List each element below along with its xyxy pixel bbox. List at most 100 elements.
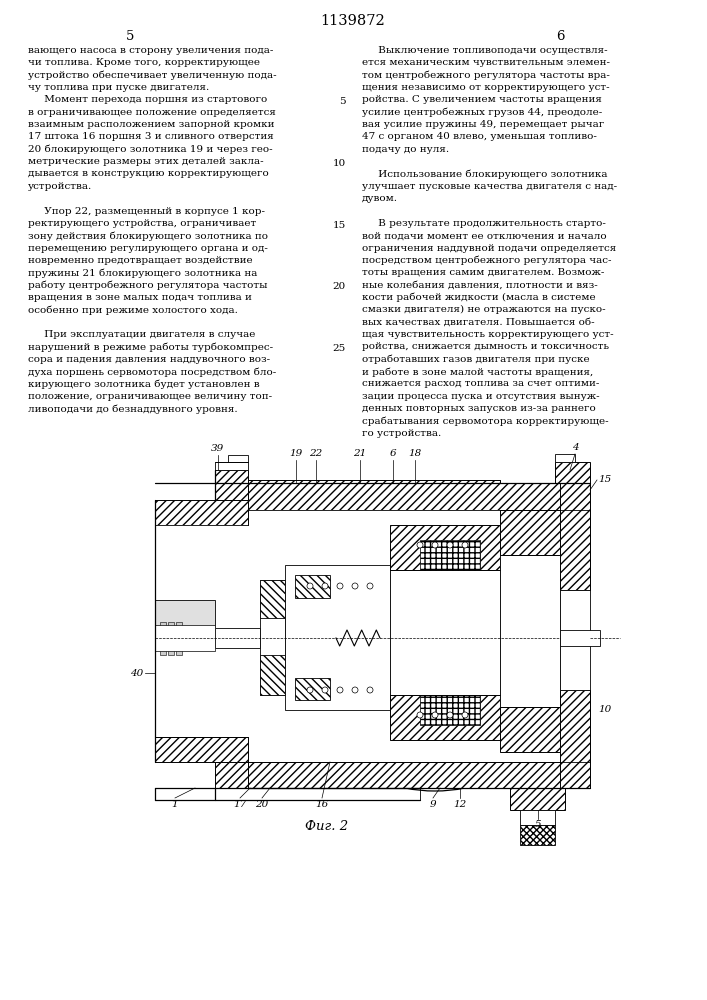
Text: духа поршень сервомотора посредством бло-: духа поршень сервомотора посредством бло… bbox=[28, 367, 276, 377]
Polygon shape bbox=[155, 525, 248, 737]
Polygon shape bbox=[248, 510, 590, 762]
Text: 22: 22 bbox=[310, 449, 322, 458]
Text: метрические размеры этих деталей закла-: метрические размеры этих деталей закла- bbox=[28, 157, 264, 166]
Polygon shape bbox=[390, 570, 500, 695]
Text: смазки двигателя) не отражаются на пуско-: смазки двигателя) не отражаются на пуско… bbox=[362, 305, 606, 314]
Text: Фиг. 2: Фиг. 2 bbox=[305, 820, 348, 833]
Circle shape bbox=[447, 542, 453, 548]
Text: снижается расход топлива за счет оптими-: снижается расход топлива за счет оптими- bbox=[362, 379, 600, 388]
Polygon shape bbox=[155, 737, 248, 762]
Text: Использование блокирующего золотника: Использование блокирующего золотника bbox=[362, 169, 607, 179]
Circle shape bbox=[432, 712, 438, 718]
Polygon shape bbox=[215, 628, 260, 648]
Text: устройство обеспечивает увеличенную пода-: устройство обеспечивает увеличенную пода… bbox=[28, 71, 276, 80]
Text: в ограничивающее положение определяется: в ограничивающее положение определяется bbox=[28, 108, 276, 117]
Text: зации процесса пуска и отсутствия вынуж-: зации процесса пуска и отсутствия вынуж- bbox=[362, 392, 600, 401]
Text: дувом.: дувом. bbox=[362, 194, 398, 203]
Text: В результате продолжительность старто-: В результате продолжительность старто- bbox=[362, 219, 606, 228]
Text: денных повторных запусков из-за раннего: денных повторных запусков из-за раннего bbox=[362, 404, 596, 413]
Polygon shape bbox=[155, 600, 215, 640]
Text: 21: 21 bbox=[354, 449, 367, 458]
Text: тоты вращения самим двигателем. Возмож-: тоты вращения самим двигателем. Возмож- bbox=[362, 268, 604, 277]
Text: 5: 5 bbox=[534, 820, 542, 829]
Polygon shape bbox=[510, 788, 565, 810]
Text: перемещению регулирующего органа и од-: перемещению регулирующего органа и од- bbox=[28, 244, 268, 253]
Text: 15: 15 bbox=[333, 221, 346, 230]
Text: ные колебания давления, плотности и вяз-: ные колебания давления, плотности и вяз- bbox=[362, 281, 597, 290]
Circle shape bbox=[322, 583, 328, 589]
Circle shape bbox=[417, 712, 423, 718]
Circle shape bbox=[462, 542, 468, 548]
Polygon shape bbox=[555, 454, 575, 462]
Text: 6: 6 bbox=[390, 449, 397, 458]
Polygon shape bbox=[248, 762, 590, 788]
Polygon shape bbox=[500, 707, 560, 752]
Circle shape bbox=[322, 687, 328, 693]
Text: положение, ограничивающее величину топ-: положение, ограничивающее величину топ- bbox=[28, 392, 272, 401]
Text: 10: 10 bbox=[333, 159, 346, 168]
Text: 25: 25 bbox=[333, 344, 346, 353]
Polygon shape bbox=[228, 455, 248, 462]
Text: пружины 21 блокирующего золотника на: пружины 21 блокирующего золотника на bbox=[28, 268, 257, 278]
Polygon shape bbox=[295, 678, 330, 700]
Text: улучшает пусковые качества двигателя с над-: улучшает пусковые качества двигателя с н… bbox=[362, 182, 617, 191]
Polygon shape bbox=[390, 525, 500, 570]
Text: срабатывания сервомотора корректирующе-: срабатывания сервомотора корректирующе- bbox=[362, 416, 609, 426]
Text: 20 блокирующего золотника 19 и через гео-: 20 блокирующего золотника 19 и через гео… bbox=[28, 145, 273, 154]
Text: 17 штока 16 поршня 3 и сливного отверстия: 17 штока 16 поршня 3 и сливного отверсти… bbox=[28, 132, 274, 141]
Text: 47 с органом 40 влево, уменьшая топливо-: 47 с органом 40 влево, уменьшая топливо- bbox=[362, 132, 597, 141]
Text: 10: 10 bbox=[598, 706, 612, 714]
Text: особенно при режиме холостого хода.: особенно при режиме холостого хода. bbox=[28, 305, 238, 315]
Polygon shape bbox=[215, 470, 248, 500]
Text: дывается в конструкцию корректирующего: дывается в конструкцию корректирующего bbox=[28, 169, 269, 178]
Text: 18: 18 bbox=[409, 449, 421, 458]
Polygon shape bbox=[420, 540, 480, 570]
Text: ливоподачи до безнаддувного уровня.: ливоподачи до безнаддувного уровня. bbox=[28, 404, 238, 414]
Text: При эксплуатации двигателя в случае: При эксплуатации двигателя в случае bbox=[28, 330, 255, 339]
Text: Упор 22, размещенный в корпусе 1 кор-: Упор 22, размещенный в корпусе 1 кор- bbox=[28, 207, 265, 216]
Text: кости рабочей жидкости (масла в системе: кости рабочей жидкости (масла в системе bbox=[362, 293, 595, 302]
Text: 15: 15 bbox=[598, 476, 612, 485]
Polygon shape bbox=[248, 480, 500, 508]
Text: чу топлива при пуске двигателя.: чу топлива при пуске двигателя. bbox=[28, 83, 209, 92]
Text: отработавших газов двигателя при пуске: отработавших газов двигателя при пуске bbox=[362, 355, 590, 364]
Text: кирующего золотника будет установлен в: кирующего золотника будет установлен в bbox=[28, 379, 259, 389]
Text: 6: 6 bbox=[556, 30, 564, 43]
Polygon shape bbox=[160, 622, 166, 655]
Circle shape bbox=[352, 583, 358, 589]
Text: вая усилие пружины 49, перемещает рычаг: вая усилие пружины 49, перемещает рычаг bbox=[362, 120, 604, 129]
Text: ется механическим чувствительным элемен-: ется механическим чувствительным элемен- bbox=[362, 58, 610, 67]
Text: ректирующего устройства, ограничивает: ректирующего устройства, ограничивает bbox=[28, 219, 256, 228]
Polygon shape bbox=[260, 655, 285, 695]
Circle shape bbox=[282, 485, 588, 791]
Text: 5: 5 bbox=[126, 30, 134, 43]
Polygon shape bbox=[260, 580, 285, 695]
Text: сора и падения давления наддувочного воз-: сора и падения давления наддувочного воз… bbox=[28, 355, 270, 364]
Polygon shape bbox=[215, 762, 248, 788]
Text: 1139872: 1139872 bbox=[321, 14, 385, 28]
Circle shape bbox=[447, 712, 453, 718]
Polygon shape bbox=[420, 695, 480, 725]
Polygon shape bbox=[248, 483, 590, 510]
Text: 4: 4 bbox=[572, 443, 578, 452]
Circle shape bbox=[462, 712, 468, 718]
Text: устройства.: устройства. bbox=[28, 182, 92, 191]
Text: ограничения наддувной подачи определяется: ограничения наддувной подачи определяетс… bbox=[362, 244, 617, 253]
Text: Момент перехода поршня из стартового: Момент перехода поршня из стартового bbox=[28, 95, 267, 104]
Text: чи топлива. Кроме того, корректирующее: чи топлива. Кроме того, корректирующее bbox=[28, 58, 260, 67]
Text: и работе в зоне малой частоты вращения,: и работе в зоне малой частоты вращения, bbox=[362, 367, 593, 377]
Text: 39: 39 bbox=[211, 444, 225, 453]
Text: 5: 5 bbox=[339, 97, 346, 106]
Text: посредством центробежного регулятора час-: посредством центробежного регулятора час… bbox=[362, 256, 612, 265]
Circle shape bbox=[432, 542, 438, 548]
Text: го устройства.: го устройства. bbox=[362, 429, 441, 438]
Circle shape bbox=[367, 583, 373, 589]
Polygon shape bbox=[500, 510, 560, 555]
Circle shape bbox=[352, 687, 358, 693]
Text: 20: 20 bbox=[333, 282, 346, 291]
Text: Выключение топливоподачи осуществля-: Выключение топливоподачи осуществля- bbox=[362, 46, 607, 55]
Polygon shape bbox=[176, 622, 182, 655]
Polygon shape bbox=[155, 500, 248, 525]
Polygon shape bbox=[555, 462, 590, 483]
Text: вращения в зоне малых подач топлива и: вращения в зоне малых подач топлива и bbox=[28, 293, 252, 302]
